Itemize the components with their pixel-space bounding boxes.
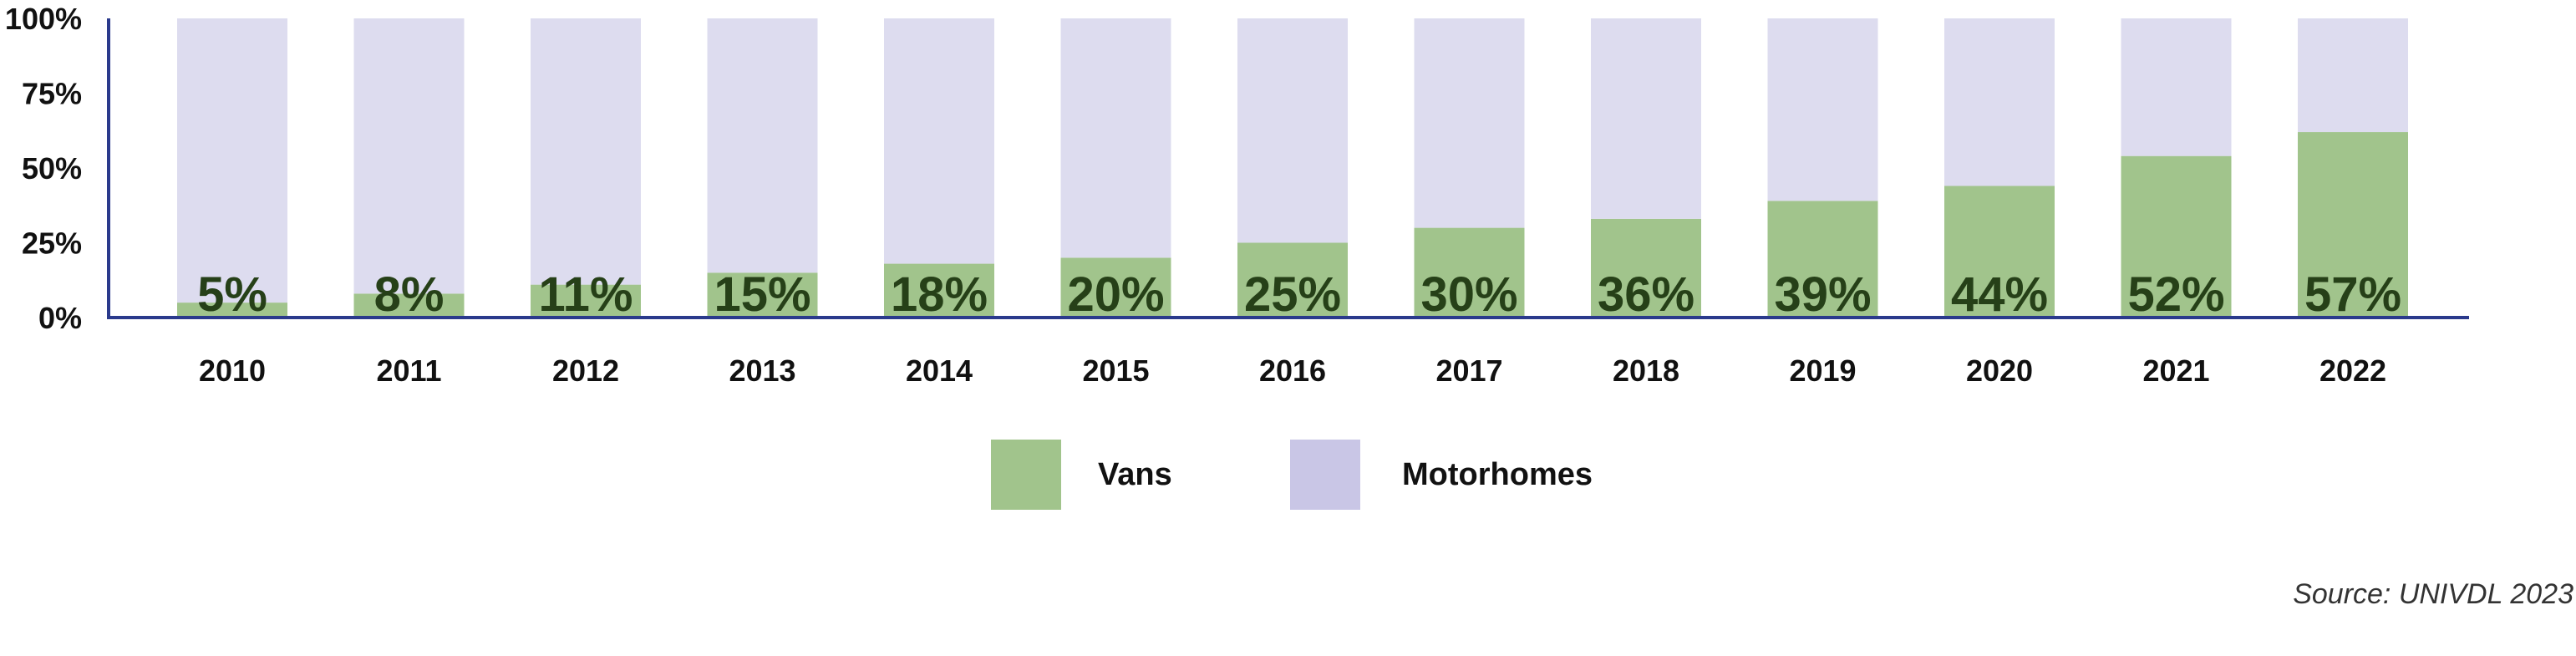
bar-vans-2021 xyxy=(2121,155,2232,318)
bar-motorhomes-2016 xyxy=(1237,18,1348,243)
y-tick-label-0: 0% xyxy=(38,301,82,335)
legend: Vans Motorhomes xyxy=(991,440,1593,510)
x-tick-label-2019: 2019 xyxy=(1789,353,1856,388)
x-tick-label-2017: 2017 xyxy=(1435,353,1502,388)
bar-motorhomes-2018 xyxy=(1591,18,1701,219)
bar-vans-2011 xyxy=(353,293,465,318)
bar-vans-2010 xyxy=(177,303,287,318)
bar-vans-2020 xyxy=(1944,186,2055,318)
data-label-2013: 15% xyxy=(714,267,810,322)
x-tick-label-2011: 2011 xyxy=(376,353,441,388)
bar-motorhomes-2021 xyxy=(2121,18,2232,156)
x-tick-label-2015: 2015 xyxy=(1082,353,1149,388)
bar-motorhomes-2014 xyxy=(884,18,994,264)
data-label-2020: 44% xyxy=(1951,267,2048,322)
bar-motorhomes-2017 xyxy=(1414,18,1525,228)
bar-vans-2016 xyxy=(1237,242,1348,318)
bar-motorhomes-2011 xyxy=(353,18,465,294)
data-label-2012: 11% xyxy=(539,267,633,322)
x-tick-label-2013: 2013 xyxy=(729,353,795,388)
data-label-2016: 25% xyxy=(1244,267,1341,322)
x-tick-label-2016: 2016 xyxy=(1259,353,1326,388)
y-tick-labels: 0% 25% 50% 75% 100% xyxy=(5,2,82,335)
bar-motorhomes-2019 xyxy=(1767,18,1878,201)
x-tick-label-2014: 2014 xyxy=(906,353,973,388)
legend-swatch-motorhomes xyxy=(1290,440,1360,510)
data-labels-layer: 5% 8% 11% 15% 18% 20% 25% 30% 36% 39% 44% 52% 57% xyxy=(197,267,2401,322)
bar-motorhomes-2013 xyxy=(707,18,818,273)
data-label-2022: 57% xyxy=(2304,267,2401,322)
bar-vans-2019 xyxy=(1767,201,1878,318)
x-tick-label-2010: 2010 xyxy=(199,353,266,388)
x-tick-labels: 2010 2011 2012 2013 2014 2015 2016 2017 2018 2019… xyxy=(199,353,2386,388)
legend-swatch-vans xyxy=(991,440,1061,510)
bar-vans-2015 xyxy=(1060,257,1171,318)
axes-layer xyxy=(107,18,2469,319)
bar-motorhomes-2015 xyxy=(1060,18,1171,258)
bar-vans-2018 xyxy=(1591,218,1701,318)
data-label-2018: 36% xyxy=(1598,267,1694,322)
bar-vans-2012 xyxy=(531,284,641,318)
data-label-2011: 8% xyxy=(374,267,445,322)
y-tick-label-1: 25% xyxy=(22,226,82,261)
x-tick-label-2022: 2022 xyxy=(2319,353,2386,388)
bar-motorhomes-2012 xyxy=(531,18,641,285)
bar-vans-2022 xyxy=(2298,132,2408,318)
bar-vans-2013 xyxy=(707,272,818,318)
x-tick-label-2021: 2021 xyxy=(2142,353,2209,388)
bar-motorhomes-2010 xyxy=(177,18,287,303)
data-label-2017: 30% xyxy=(1420,267,1517,322)
data-label-2010: 5% xyxy=(197,267,267,322)
bar-motorhomes-2022 xyxy=(2298,18,2408,133)
y-tick-label-2: 50% xyxy=(22,151,82,186)
bar-vans-2014 xyxy=(884,263,994,318)
bars-layer xyxy=(177,18,2408,318)
legend-label-motorhomes: Motorhomes xyxy=(1402,457,1593,492)
source-note: Source: UNIVDL 2023 xyxy=(2293,578,2573,610)
y-tick-label-4: 100% xyxy=(5,2,82,36)
x-tick-label-2012: 2012 xyxy=(552,353,619,388)
data-label-2015: 20% xyxy=(1067,267,1164,322)
bar-vans-2017 xyxy=(1414,227,1525,318)
x-tick-label-2018: 2018 xyxy=(1613,353,1679,388)
bar-motorhomes-2020 xyxy=(1944,18,2055,186)
data-label-2014: 18% xyxy=(891,267,988,322)
legend-label-vans: Vans xyxy=(1098,457,1172,492)
data-label-2019: 39% xyxy=(1774,267,1871,322)
data-label-2021: 52% xyxy=(2127,267,2224,322)
y-tick-label-3: 75% xyxy=(22,77,82,111)
x-tick-label-2020: 2020 xyxy=(1966,353,2033,388)
